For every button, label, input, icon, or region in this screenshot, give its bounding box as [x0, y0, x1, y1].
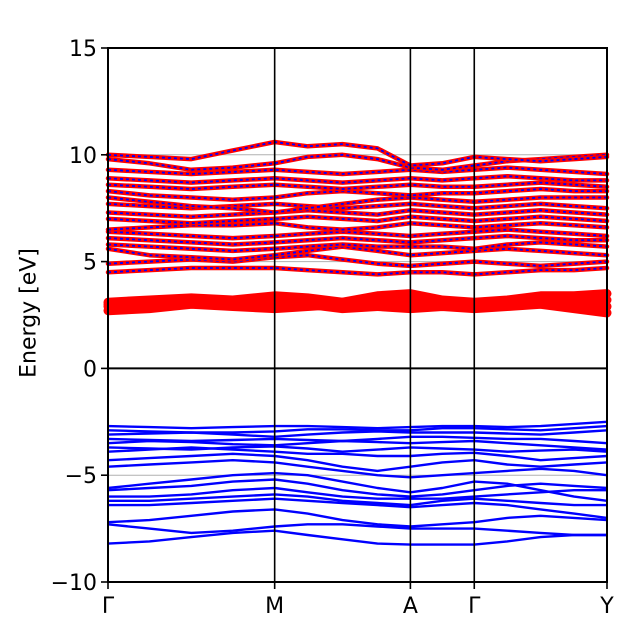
valence-band-13 [108, 493, 607, 507]
y-axis-label: Energy [eV] [17, 248, 42, 378]
conduction-band-overlay-20 [107, 153, 608, 171]
valence-band-14 [108, 497, 608, 520]
valence-band-7 [107, 446, 608, 462]
y-tick-label-5: −10 [51, 571, 97, 596]
x-tick-label-0: Γ [102, 594, 115, 619]
valence-band-3 [107, 429, 608, 438]
y-axis-ticks: 15 10 5 0 −5 −10 [51, 37, 108, 596]
valence-band-10 [107, 471, 608, 502]
conduction-band-overlay-16 [107, 188, 607, 201]
conduction-band-overlay-12 [107, 215, 608, 225]
conduction-band-overlay-10 [107, 228, 608, 239]
y-tick-label-2: 5 [83, 251, 97, 276]
conduction-band-overlay-19 [107, 166, 608, 175]
valence-band-12 [108, 486, 607, 500]
band-lines [103, 139, 612, 546]
conduction-band-overlay-15 [107, 196, 607, 214]
conduction-band-4 [103, 289, 612, 307]
conduction-band-overlay-8 [107, 241, 608, 252]
conduction-band-overlay-11 [107, 222, 608, 231]
valence-band-5 [107, 439, 608, 451]
y-tick-label-3: 0 [83, 357, 97, 382]
valence-band-11 [107, 478, 608, 498]
x-tick-label-2: A [403, 594, 418, 619]
valence-band-8 [107, 452, 608, 473]
valence-band-16 [107, 523, 607, 537]
valence-band-17 [107, 529, 607, 546]
y-tick-label-1: 10 [69, 144, 97, 169]
conduction-band-overlay-21 [107, 141, 608, 167]
valence-band-9 [107, 459, 608, 479]
conduction-band-overlay-9 [107, 235, 607, 246]
valence-band-4 [107, 435, 608, 445]
x-tick-label-1: M [265, 594, 284, 619]
conduction-band-overlay-5 [107, 267, 608, 276]
valence-band-15 [107, 508, 608, 528]
conduction-band-overlay-17 [107, 181, 608, 190]
conduction-band-overlay-18 [107, 175, 607, 184]
valence-band-1 [107, 420, 608, 430]
conduction-band-overlay-7 [107, 245, 608, 261]
x-tick-label-3: Γ [468, 594, 481, 619]
x-tick-label-4: Y [599, 594, 614, 619]
high-symmetry-lines [273, 48, 476, 582]
y-tick-label-4: −5 [65, 464, 97, 489]
conduction-band-21 [105, 139, 610, 168]
plot-frame [107, 47, 608, 583]
conduction-band-overlay-13 [107, 209, 608, 218]
y-tick-label-0: 15 [69, 37, 97, 62]
